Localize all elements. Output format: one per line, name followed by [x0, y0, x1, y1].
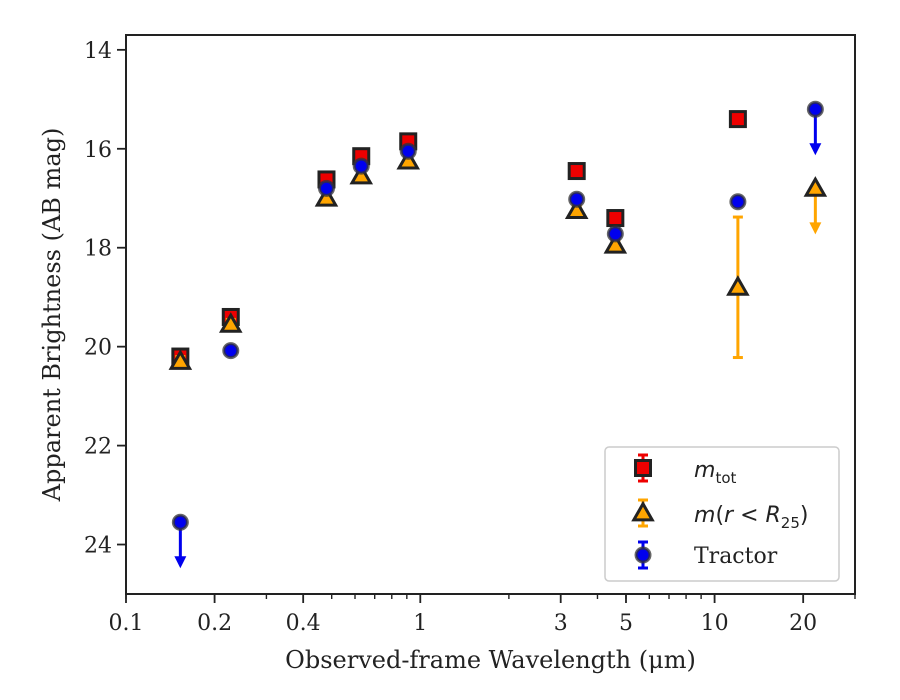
x-tick-label: 10: [701, 611, 729, 636]
y-axis-label: Apparent Brightness (AB mag): [38, 128, 66, 503]
data-point: [806, 100, 824, 156]
series-mtot: [171, 110, 747, 366]
triangle-marker: [349, 163, 374, 185]
series-mr25: [168, 148, 828, 370]
upper-limit-arrowhead: [809, 143, 822, 156]
triangle-marker: [564, 198, 589, 220]
circle-marker: [806, 100, 824, 118]
series-tractor: [171, 100, 824, 569]
data-point: [352, 157, 370, 175]
triangle-marker: [726, 275, 750, 296]
circle-marker: [317, 179, 335, 197]
data-point: [803, 176, 828, 235]
triangle-marker: [218, 312, 243, 333]
circle-marker: [171, 513, 189, 531]
circle-marker: [606, 225, 624, 243]
x-tick-label: 0.4: [286, 611, 321, 636]
upper-limit-arrowhead: [809, 222, 822, 235]
y-tick-label: 14: [84, 39, 112, 64]
data-point: [606, 225, 624, 243]
triangle-marker: [631, 500, 655, 522]
legend-entry-mr25: m(r < R25): [631, 498, 808, 532]
triangle-marker: [803, 176, 828, 197]
x-tick-label: 1: [413, 611, 427, 636]
y-tick-label: 22: [84, 435, 112, 460]
y-tick-label: 18: [84, 237, 112, 262]
circle-marker: [222, 342, 240, 360]
circle-marker: [634, 546, 652, 564]
x-tick-label: 0.2: [197, 611, 232, 636]
triangle-marker: [396, 148, 421, 170]
y-tick-label: 16: [84, 138, 112, 163]
data-point: [729, 193, 747, 211]
y-tick-label: 24: [84, 534, 112, 559]
data-point: [567, 162, 586, 181]
data-point: [399, 142, 417, 160]
x-tick-label: 5: [619, 611, 633, 636]
square-marker: [634, 459, 652, 477]
square-marker: [728, 110, 747, 129]
y-tick-label: 20: [84, 336, 112, 361]
circle-marker: [568, 190, 586, 208]
circle-marker: [352, 157, 370, 175]
x-axis-label: Observed-frame Wavelength (μm): [285, 646, 696, 674]
data-point: [568, 190, 586, 208]
legend-box: [604, 446, 840, 582]
data-point: [728, 110, 747, 129]
upper-limit-arrowhead: [174, 556, 187, 569]
x-tick-label: 20: [789, 611, 817, 636]
data-point: [168, 349, 193, 370]
data-point: [222, 342, 240, 360]
square-marker: [567, 162, 586, 181]
triangle-marker: [603, 233, 628, 254]
data-marks: [168, 100, 828, 569]
x-tick-label: 0.1: [109, 611, 144, 636]
plot-frame: [125, 34, 856, 595]
legend-label-mr25: m(r < R25): [694, 503, 808, 532]
axis-ticks: 0.1 0.2 0.4 1 3 5 10 20 14 16 18 20 22 24: [84, 39, 856, 636]
legend-label-tractor: Tractor: [694, 544, 778, 569]
data-point: [317, 179, 335, 197]
legend-entry-tractor: Tractor: [634, 540, 778, 570]
data-point: [171, 513, 189, 569]
data-point: [218, 312, 243, 333]
square-marker: [606, 209, 625, 228]
data-point: [726, 215, 750, 360]
triangle-marker: [168, 349, 193, 370]
data-point: [606, 209, 625, 228]
circle-marker: [399, 142, 417, 160]
x-tick-label: 3: [554, 611, 568, 636]
triangle-marker: [314, 186, 339, 207]
circle-marker: [729, 193, 747, 211]
